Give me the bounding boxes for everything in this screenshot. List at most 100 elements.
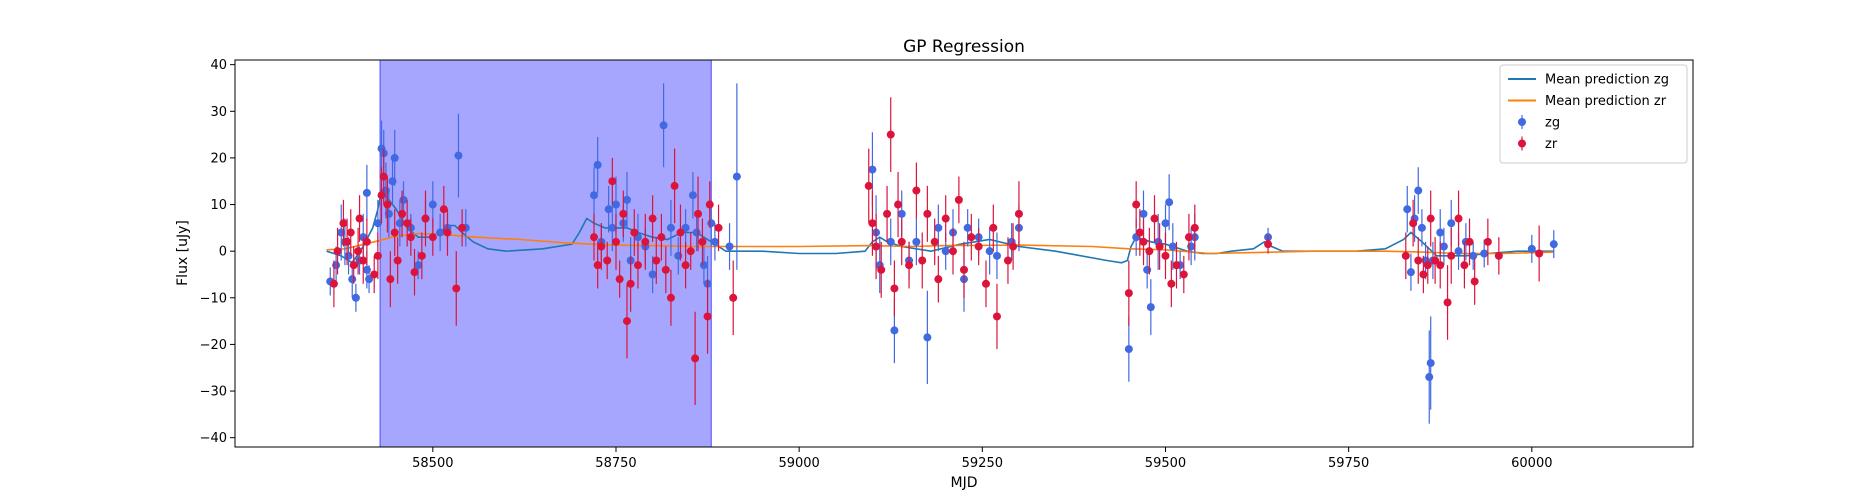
x-tick-label: 59000 <box>778 456 819 471</box>
point-zg <box>593 160 602 169</box>
point-zg <box>1454 247 1463 256</box>
point-zr <box>886 130 895 139</box>
point-zg <box>348 275 357 284</box>
point-zr <box>611 237 620 246</box>
point-zg <box>351 293 360 302</box>
x-tick-label: 59250 <box>962 456 1003 471</box>
point-zg <box>941 247 950 256</box>
point-zr <box>661 265 670 274</box>
point-zr <box>355 214 364 223</box>
point-zr <box>1443 298 1452 307</box>
point-zr <box>648 214 657 223</box>
point-zr <box>379 172 388 181</box>
point-zr <box>941 214 950 223</box>
point-zr <box>390 228 399 237</box>
point-zr <box>698 237 707 246</box>
point-zr <box>1167 279 1176 288</box>
point-zg <box>390 153 399 162</box>
legend-label: Mean prediction zg <box>1545 73 1669 88</box>
point-zr <box>1150 214 1159 223</box>
point-zg <box>1161 219 1170 228</box>
point-zg <box>395 219 404 228</box>
point-zg <box>388 177 397 186</box>
point-zr <box>339 219 348 228</box>
point-zr <box>1161 251 1170 260</box>
point-zr <box>923 209 932 218</box>
point-zr <box>443 228 452 237</box>
x-axis-label: MJD <box>951 475 978 491</box>
point-zr <box>590 233 599 242</box>
point-zr <box>657 233 666 242</box>
y-tick-label: −10 <box>200 291 227 306</box>
point-zg <box>1436 228 1445 237</box>
point-zr <box>930 237 939 246</box>
y-tick-label: 30 <box>210 105 227 120</box>
point-zr <box>417 251 426 260</box>
point-zr <box>452 284 461 293</box>
point-zg <box>897 209 906 218</box>
point-zg <box>622 195 631 204</box>
point-zr <box>406 233 415 242</box>
point-zg <box>1403 205 1412 214</box>
point-zg <box>890 326 899 335</box>
point-zr <box>864 181 873 190</box>
point-zr <box>1470 277 1479 286</box>
point-zr <box>377 191 386 200</box>
point-zg <box>963 223 972 232</box>
point-zr <box>343 237 352 246</box>
x-tick-label: 59750 <box>1328 456 1369 471</box>
point-zg <box>681 223 690 232</box>
point-zg <box>1143 265 1152 274</box>
point-zr <box>877 265 886 274</box>
point-zr <box>974 242 983 251</box>
point-zr <box>622 317 631 326</box>
point-zr <box>458 223 467 232</box>
point-zr <box>349 261 358 270</box>
x-tick-label: 58750 <box>595 456 636 471</box>
point-zr <box>362 237 371 246</box>
point-zr <box>681 261 690 270</box>
point-zr <box>1494 251 1503 260</box>
point-zg <box>608 223 617 232</box>
point-zr <box>954 195 963 204</box>
y-tick-label: 10 <box>210 198 227 213</box>
legend-swatch-marker <box>1518 139 1526 148</box>
point-zr <box>1014 209 1023 218</box>
x-tick-label: 59500 <box>1145 456 1186 471</box>
point-zg <box>1146 303 1155 312</box>
point-zg <box>1417 223 1426 232</box>
point-zg <box>428 200 437 209</box>
point-zr <box>359 256 368 265</box>
point-zr <box>989 223 998 232</box>
point-zr <box>373 251 382 260</box>
point-zr <box>1431 256 1440 265</box>
point-zg <box>611 200 620 209</box>
point-zg <box>985 247 994 256</box>
point-zg <box>688 191 697 200</box>
point-zg <box>934 223 943 232</box>
point-zr <box>967 233 976 242</box>
point-zr <box>1414 256 1423 265</box>
point-zr <box>641 237 650 246</box>
point-zg <box>1527 244 1536 253</box>
chart-title: GP Regression <box>903 37 1025 57</box>
point-zr <box>905 261 914 270</box>
point-zr <box>370 270 379 279</box>
point-zg <box>362 265 371 274</box>
point-zg <box>373 219 382 228</box>
y-axis-label: Flux [uJy] <box>175 220 191 286</box>
point-zg <box>344 251 353 260</box>
point-zg <box>414 261 423 270</box>
point-zg <box>399 195 408 204</box>
x-axis: 58500 58750 59000 59250 59500 59750 60000 <box>412 447 1552 471</box>
point-zr <box>597 242 606 251</box>
point-zr <box>890 284 899 293</box>
point-zg <box>725 242 734 251</box>
point-zg <box>1469 251 1478 260</box>
point-zr <box>1460 261 1469 270</box>
point-zr <box>691 354 700 363</box>
point-zr <box>1135 228 1144 237</box>
point-zr <box>421 214 430 223</box>
point-zr <box>1454 214 1463 223</box>
point-zr <box>633 261 642 270</box>
